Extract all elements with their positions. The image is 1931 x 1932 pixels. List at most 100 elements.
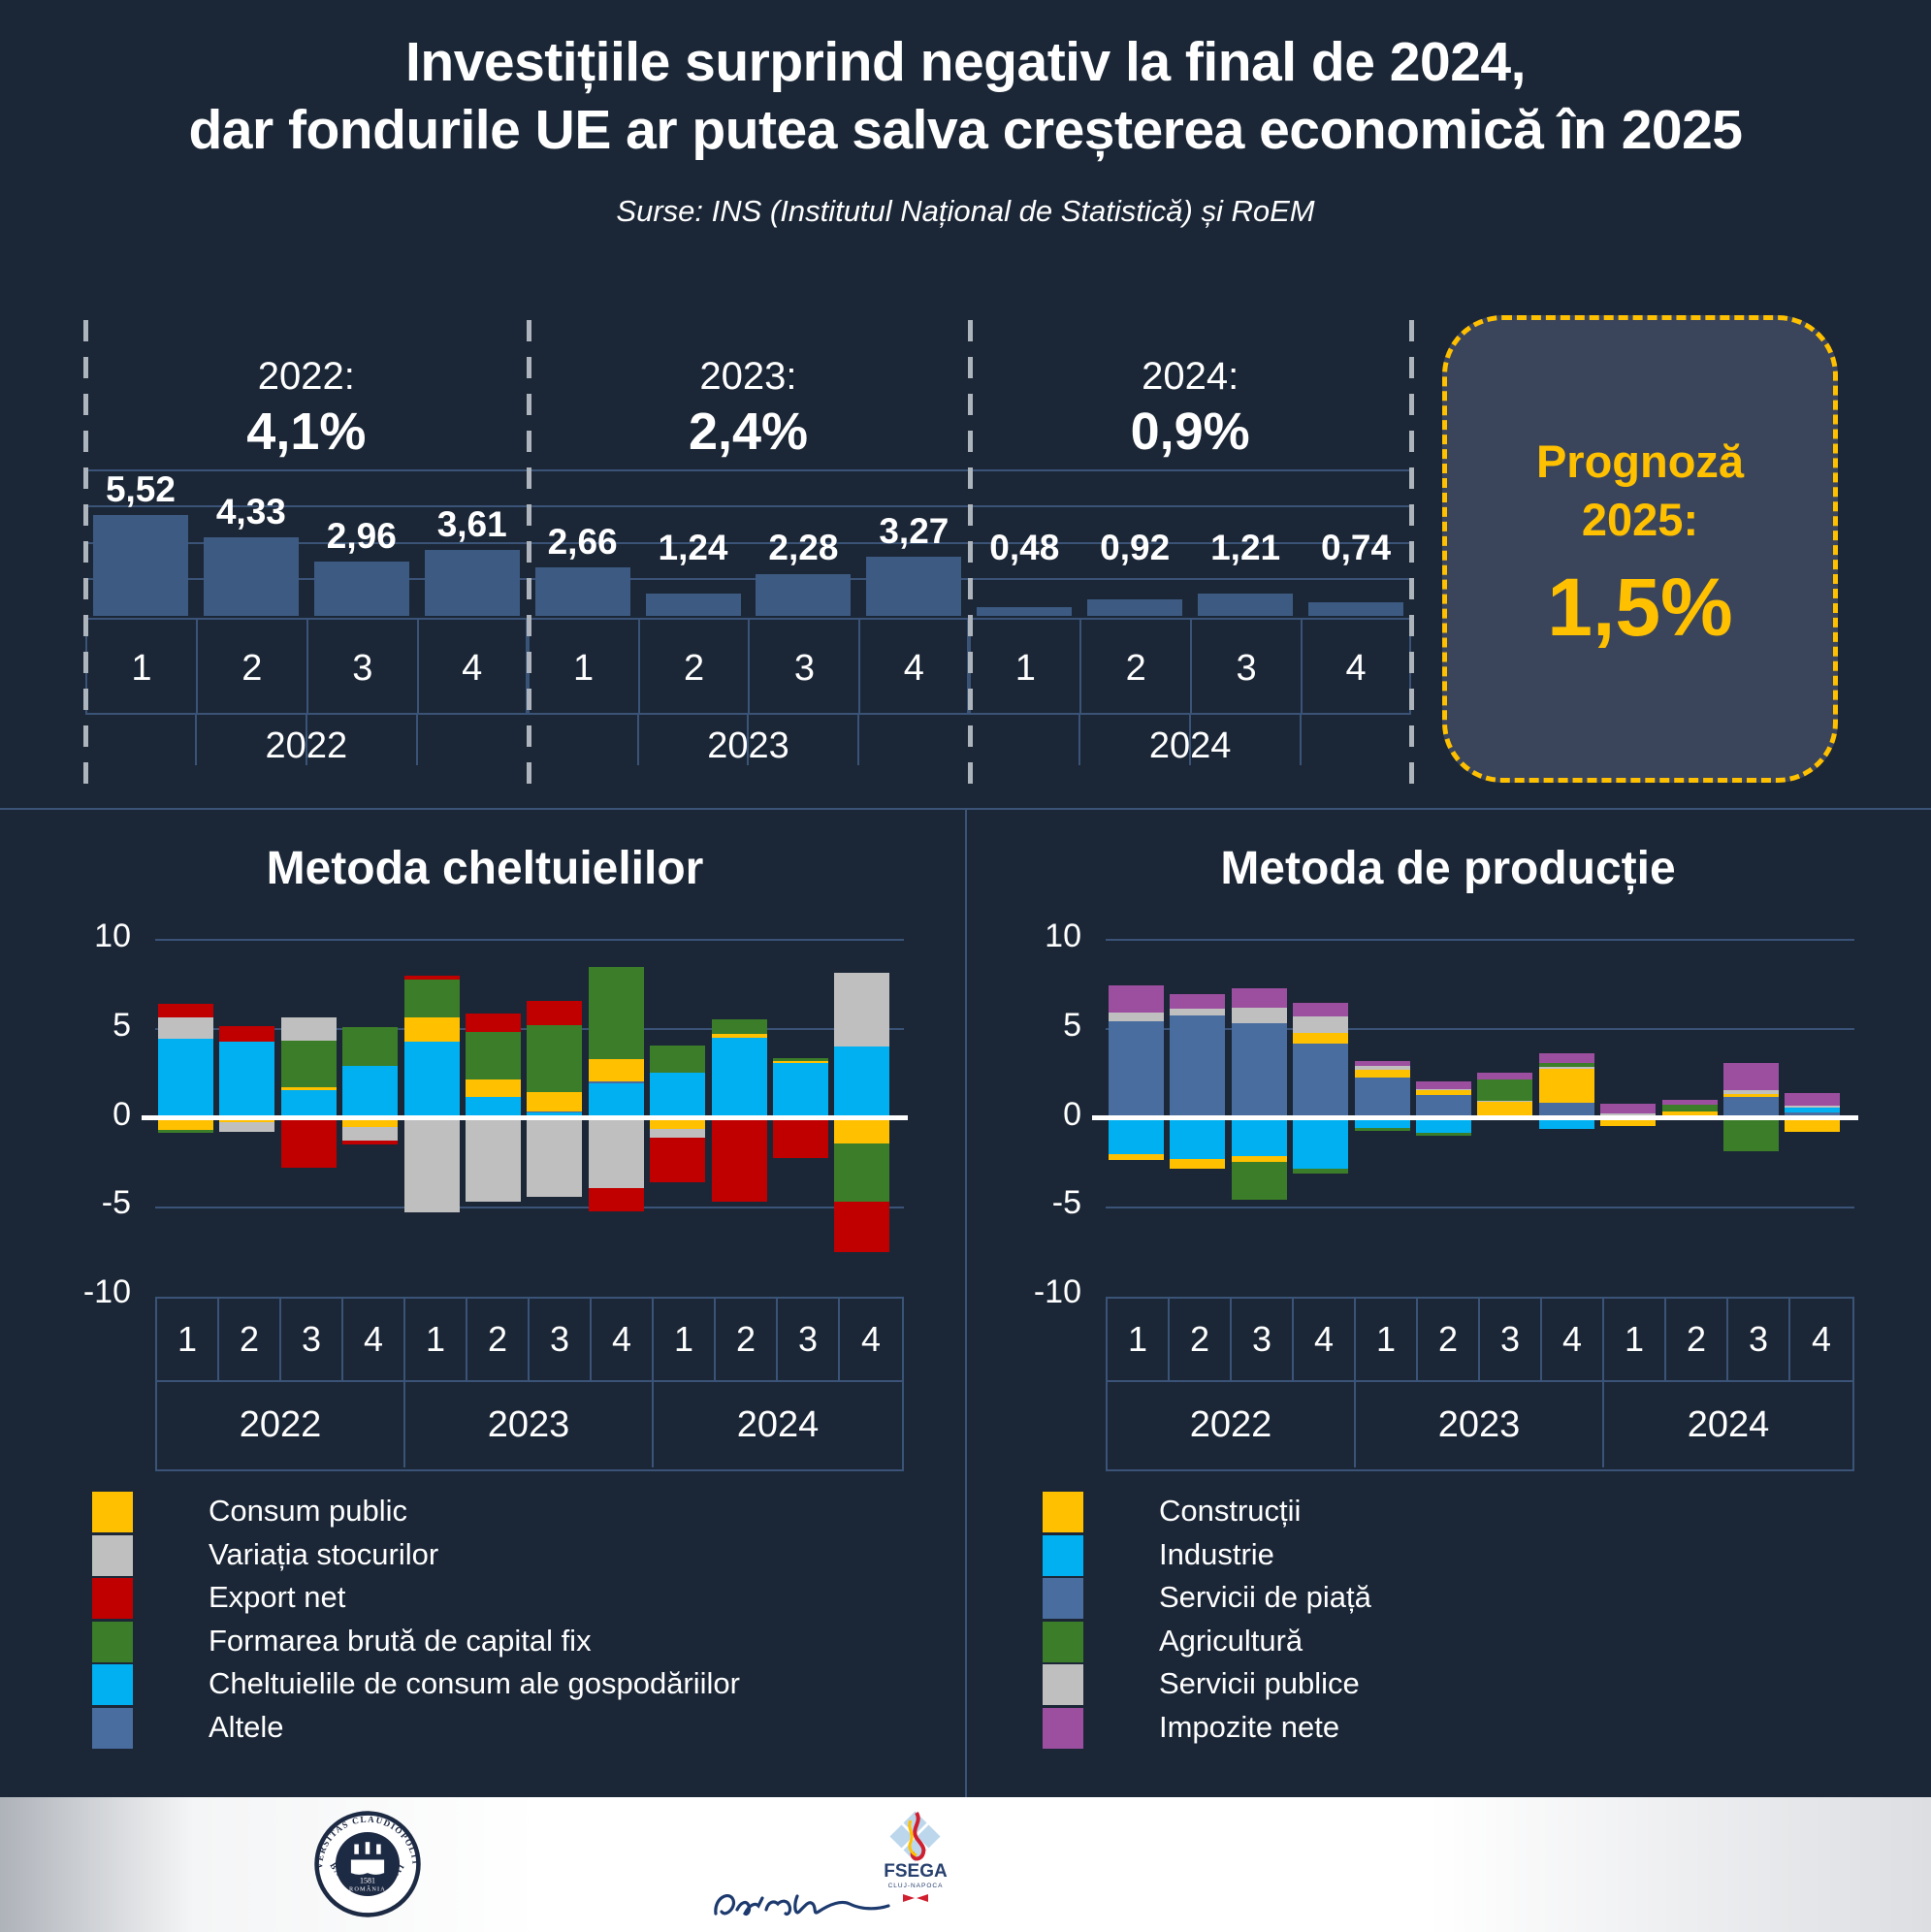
gdp-bar-value: 0,48 — [989, 528, 1060, 567]
segment-servicii_piata — [1538, 1103, 1594, 1117]
segment-industrie — [1170, 1120, 1226, 1160]
segment-formarea_bruta — [711, 1019, 767, 1034]
gdp-bar-value: 2,66 — [547, 521, 618, 562]
segment-impozite_nete — [1170, 994, 1226, 1010]
gdp-bar — [756, 574, 852, 616]
legend-item-export_net: Export net — [92, 1578, 926, 1619]
legend-item-industrie: Industrie — [1043, 1534, 1877, 1576]
top-gridline — [85, 578, 1411, 581]
segment-export_net — [773, 1120, 828, 1158]
segment-consum_gospodarii — [650, 1073, 706, 1117]
segment-constructii — [1170, 1159, 1226, 1170]
legend-swatch-servicii_piata — [1043, 1578, 1083, 1619]
segment-consum_public — [834, 1120, 890, 1143]
year-row-metoda-de-productie: 2022 2023 2024 — [1106, 1382, 1854, 1471]
segment-impozite_nete — [1723, 1063, 1779, 1091]
segment-industrie — [1231, 1120, 1287, 1156]
quarter-tick — [1189, 715, 1192, 765]
segment-formarea_bruta — [650, 1045, 706, 1074]
page-title: Investițiile surprind negativ la final d… — [0, 29, 1931, 164]
segment-servicii_publice — [1785, 1106, 1841, 1108]
segment-servicii_publice — [1600, 1113, 1657, 1116]
quarter-cell: 4 — [860, 1319, 882, 1359]
segment-impozite_nete — [1600, 1104, 1657, 1114]
year-label: 2024 — [1148, 725, 1232, 766]
segment-export_net — [280, 1120, 337, 1168]
gdp-bar-value: 4,33 — [215, 491, 286, 531]
top-gridline — [85, 505, 1411, 508]
segment-impozite_nete — [1293, 1002, 1349, 1017]
legend-item-altele: Altele — [92, 1707, 926, 1749]
segment-agricultura — [1293, 1168, 1349, 1175]
legend-label: Cheltuielile de consum ale gospodăriilor — [209, 1666, 740, 1700]
y-axis-label: 5 — [1063, 1006, 1081, 1044]
quarter-cell: 4 — [343, 1299, 405, 1380]
ubb-university-seal: UNIVERSITAS CLAUDIOPOLITANA · BABEȘ - BO… — [312, 1809, 421, 1917]
segment-consum_gospodarii — [711, 1038, 767, 1117]
gridline — [1106, 1207, 1854, 1208]
legend-label: Variația stocurilor — [209, 1536, 439, 1571]
year-separator-dashed — [527, 320, 531, 784]
annual-growth-value: 2,4% — [688, 402, 809, 461]
year-row-metoda-cheltuielilor: 2022 2023 2024 — [155, 1382, 904, 1471]
segment-variatia_stocurilor — [219, 1121, 275, 1132]
segment-servicii_publice — [1538, 1066, 1594, 1070]
gdp-bar — [534, 566, 630, 616]
year-cell: 2023 — [1356, 1382, 1604, 1467]
annual-growth-value: 4,1% — [246, 402, 367, 461]
quarter-cell: 4 — [858, 618, 970, 715]
legend-swatch-variatia_stocurilor — [92, 1534, 133, 1576]
gridline — [155, 939, 904, 941]
segment-industrie — [1416, 1120, 1471, 1133]
legend-item-consum_gospodarii: Cheltuielile de consum ale gospodăriilor — [92, 1664, 926, 1705]
quarter-cell: 3 — [1232, 1299, 1294, 1380]
segment-servicii_piata — [1231, 1022, 1287, 1117]
gdp-bar — [203, 536, 299, 616]
quarter-tick — [747, 715, 750, 765]
segment-consum_public — [158, 1120, 213, 1131]
segment-industrie — [1538, 1120, 1594, 1130]
legend-swatch-industrie — [1043, 1534, 1083, 1576]
segment-servicii_piata — [1354, 1077, 1410, 1117]
segment-impozite_nete — [1477, 1073, 1533, 1079]
segment-variatia_stocurilor — [403, 1120, 460, 1213]
quarter-cell: 1 — [1356, 1299, 1418, 1380]
segment-agricultura — [1661, 1105, 1718, 1112]
segment-impozite_nete — [1785, 1093, 1841, 1107]
segment-impozite_nete — [1661, 1099, 1718, 1106]
quarter-cell: 1 — [969, 618, 1080, 715]
year-cell: 2023 — [405, 1382, 654, 1467]
quarter-cell: 2 — [467, 1299, 530, 1380]
segment-consum_public — [219, 1120, 275, 1122]
legend-label: Servicii de piață — [1159, 1580, 1371, 1614]
segment-export_net — [527, 1000, 583, 1026]
legend-item-variatia_stocurilor: Variația stocurilor — [92, 1534, 926, 1576]
seal-year: 1581 — [360, 1876, 375, 1884]
segment-altele — [527, 1111, 583, 1113]
segment-industrie — [1109, 1120, 1164, 1154]
year-group-2024: 2024: 0,9% 0,48 0,92 1,21 0,74 1 2 3 4 2024 — [969, 320, 1411, 781]
segment-export_net — [650, 1138, 706, 1183]
legend-item-servicii_piata: Servicii de piață — [1043, 1578, 1877, 1619]
segment-consum_gospodarii — [588, 1083, 644, 1117]
legend-swatch-servicii_publice — [1043, 1664, 1083, 1705]
segment-servicii_publice — [1170, 1009, 1226, 1016]
quarter-cell: 2 — [195, 618, 306, 715]
year-separator-dashed — [83, 320, 88, 784]
gdp-bar — [977, 606, 1073, 616]
quarter-cell: 3 — [1190, 618, 1302, 715]
segment-export_net — [588, 1187, 644, 1212]
stacked-plot-metoda-cheltuielilor — [142, 939, 908, 1296]
y-axis-label: -10 — [1033, 1273, 1081, 1310]
segment-formarea_bruta — [158, 1130, 213, 1133]
segment-formarea_bruta — [342, 1027, 399, 1066]
gdp-bar — [313, 562, 409, 616]
annual-growth-year: 2022: — [257, 355, 355, 398]
quarter-cell: 4 — [416, 618, 528, 715]
segment-constructii — [1600, 1120, 1657, 1126]
forecast-year: 2025: — [1581, 494, 1699, 545]
quarter-tick — [1078, 715, 1081, 765]
quarter-tick — [415, 715, 418, 765]
